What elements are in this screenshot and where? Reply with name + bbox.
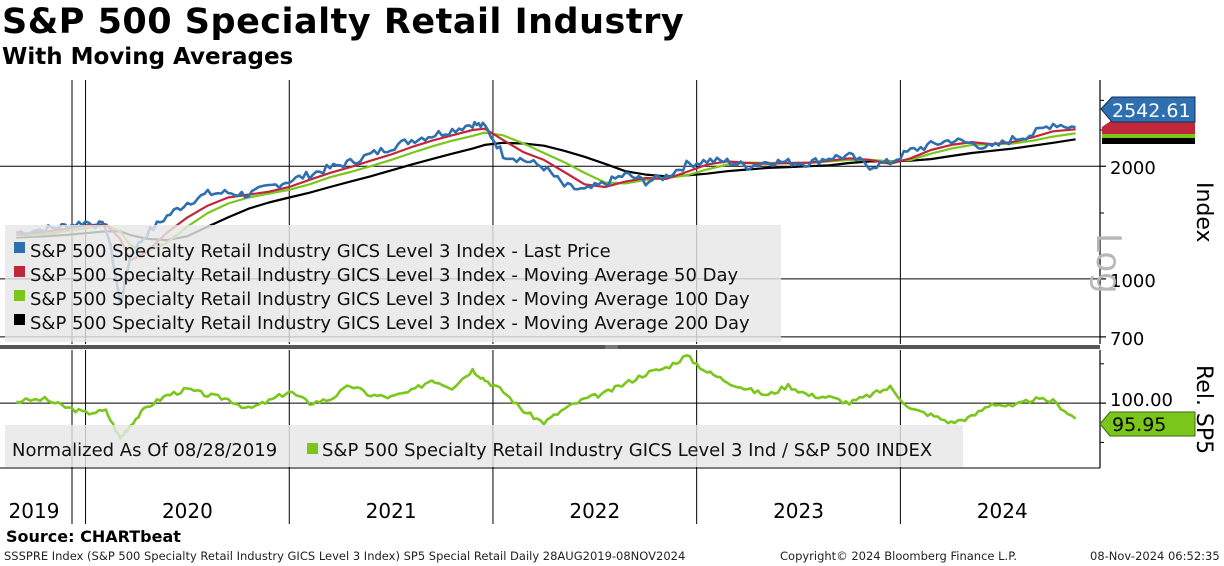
- legend-swatch-ma100: [14, 290, 25, 301]
- relative-value-tag: 95.95: [1099, 411, 1196, 437]
- lower-gridlines: [0, 350, 1100, 524]
- x-year-label: 2023: [773, 499, 824, 523]
- footer-copyright: Copyright© 2024 Bloomberg Finance L.P.: [780, 549, 1017, 563]
- last-price-value: 2542.61: [1112, 100, 1191, 122]
- index-axis-label: Index: [1191, 182, 1216, 243]
- relative-value: 95.95: [1112, 414, 1166, 436]
- legend-label-last-price: S&P 500 Specialty Retail Industry GICS L…: [30, 241, 611, 262]
- lower-y-axis: 100.00: [1100, 363, 1173, 443]
- upper-y-tick-label: 1000: [1110, 271, 1156, 292]
- source-text: Source: CHARTbeat: [6, 527, 181, 546]
- legend-label-ma200: S&P 500 Specialty Retail Industry GICS L…: [30, 313, 750, 334]
- chart-subtitle: With Moving Averages: [2, 44, 294, 70]
- x-year-label: 2020: [162, 499, 213, 523]
- legend-swatch-relative: [307, 443, 318, 454]
- x-year-label: 2021: [366, 499, 417, 523]
- rel-sp5-axis-label: Rel. SP5: [1191, 365, 1216, 454]
- upper-y-axis: 2000 1000 700: [1100, 99, 1156, 350]
- normalized-note: Normalized As Of 08/28/2019: [12, 440, 277, 461]
- legend-label-ma100: S&P 500 Specialty Retail Industry GICS L…: [30, 289, 750, 310]
- legend-swatch-ma200: [14, 314, 25, 325]
- legend-label-relative: S&P 500 Specialty Retail Industry GICS L…: [322, 440, 932, 461]
- x-axis: 2019 2020 2021 2022 2023 2024: [9, 499, 1028, 523]
- upper-legend: S&P 500 Specialty Retail Industry GICS L…: [5, 225, 781, 342]
- legend-swatch-ma50: [14, 266, 25, 277]
- lower-y-tick-label: 100.00: [1110, 390, 1173, 411]
- x-year-label: 2019: [9, 499, 60, 523]
- footer-description: SSSPRE Index (S&P 500 Specialty Retail I…: [4, 549, 686, 563]
- lower-series-group: [16, 354, 1077, 440]
- footer-timestamp: 08-Nov-2024 06:52:35: [1090, 549, 1220, 563]
- legend-swatch-last-price: [14, 242, 25, 253]
- series-relative-sp5: [16, 354, 1077, 440]
- log-scale-label: Log: [1088, 233, 1128, 294]
- chart-title: S&P 500 Specialty Retail Industry: [2, 2, 685, 42]
- upper-y-tick-label: 2000: [1110, 158, 1156, 179]
- lower-legend: Normalized As Of 08/28/2019 S&P 500 Spec…: [5, 425, 963, 467]
- upper-y-tick-label: 700: [1110, 329, 1144, 350]
- legend-label-ma50: S&P 500 Specialty Retail Industry GICS L…: [30, 265, 739, 286]
- series-last-price: [16, 120, 1076, 306]
- last-price-tag: 2542.61: [1100, 96, 1196, 144]
- x-year-label: 2022: [569, 499, 620, 523]
- x-year-label: 2024: [977, 499, 1028, 523]
